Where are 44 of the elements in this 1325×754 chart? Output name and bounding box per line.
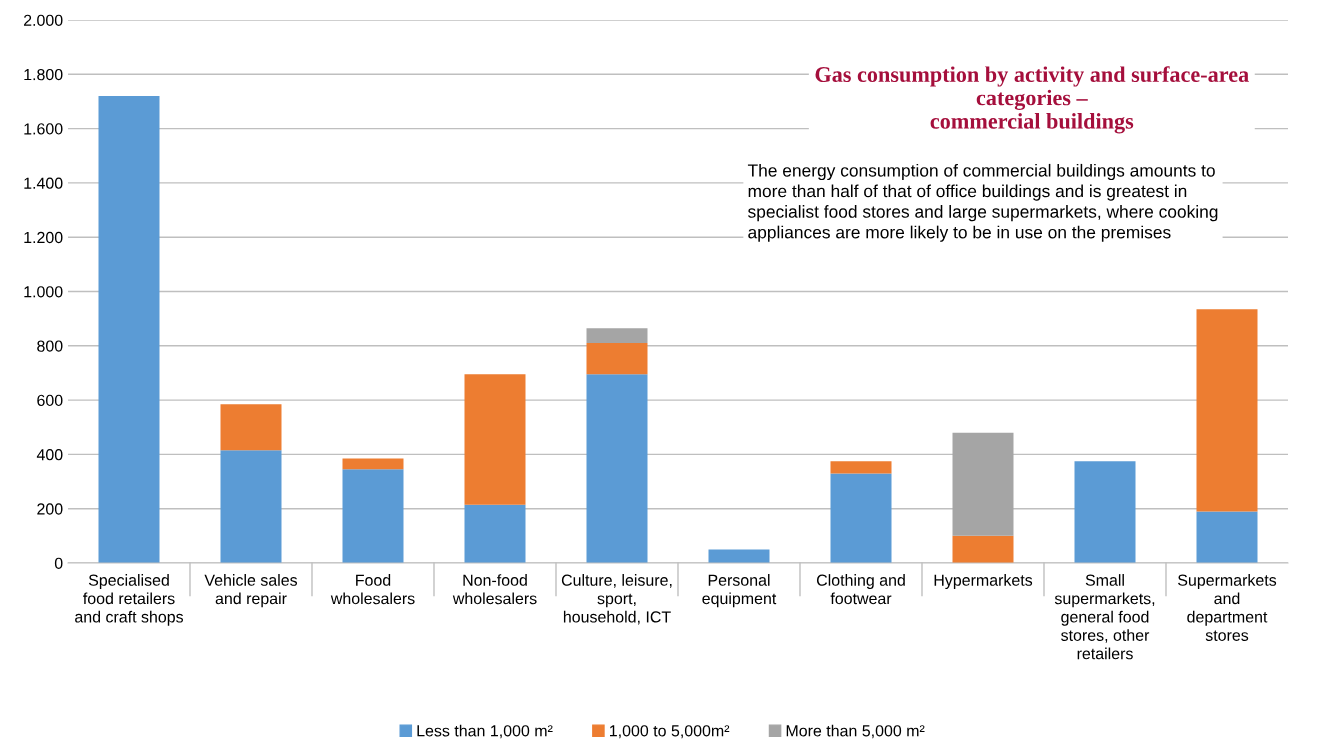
y-tick-label: 400 <box>36 449 63 461</box>
bar <box>98 96 160 563</box>
y-tick-label: 1.400 <box>24 177 63 189</box>
x-tick-label: Hypermarkets <box>934 574 1033 589</box>
legend-label: 1,000 to 5,000m² <box>610 725 730 739</box>
bar <box>708 549 770 563</box>
x-tick-label: Small supermarkets, general food stores, other retailers <box>1054 574 1155 660</box>
y-tick-label: 1.800 <box>24 68 63 81</box>
bar <box>586 328 648 344</box>
y-tick-label: 1.000 <box>24 286 63 298</box>
x-tick-label: Personal equipment <box>702 574 777 608</box>
y-tick-label: 0 <box>54 557 63 569</box>
bar <box>220 404 282 451</box>
bar <box>464 504 526 563</box>
bar <box>952 535 1014 563</box>
bar <box>952 432 1014 536</box>
legend-label: Less than 1,000 m² <box>417 724 553 739</box>
bar <box>220 450 282 563</box>
y-tick-label: 600 <box>37 394 63 407</box>
y-tick-label: 1.200 <box>24 231 63 244</box>
bar <box>1074 461 1136 563</box>
legend-label: More than 5,000 m² <box>786 724 925 739</box>
bar <box>464 374 526 505</box>
x-tick-label: Supermarkets and department stores <box>1178 574 1277 641</box>
bar <box>830 461 892 474</box>
bar <box>586 374 648 563</box>
bar <box>1196 309 1258 512</box>
bar <box>342 458 404 470</box>
bar <box>830 473 892 563</box>
x-tick-label: Vehicle sales and repair <box>204 574 298 608</box>
bar <box>1196 511 1258 563</box>
text: Gas consumption by activity and surface-area categories – commercial buildings <box>815 66 1249 134</box>
x-tick-label: Culture, leisure, sport, household, ICT <box>561 574 672 625</box>
bar <box>342 469 404 563</box>
x-tick-label: Non-food wholesalers <box>452 574 537 605</box>
bar <box>586 343 648 375</box>
y-tick-label: 1.600 <box>24 123 63 135</box>
x-tick-label: Food wholesalers <box>330 574 415 605</box>
x-tick-label: Clothing and footwear <box>816 574 905 605</box>
y-tick-label: 2.000 <box>23 14 63 26</box>
annotation: The energy consumption of commercial buildings amounts to more than half of that of office buildings and is greatest in specialist food stores and large supermarkets, where cooking appliances are more likely to be in use on the premises <box>747 163 1218 242</box>
y-tick-label: 800 <box>37 340 63 352</box>
y-tick-label: 200 <box>37 503 63 515</box>
x-tick-label: Specialised food retailers and craft shops <box>75 574 184 626</box>
